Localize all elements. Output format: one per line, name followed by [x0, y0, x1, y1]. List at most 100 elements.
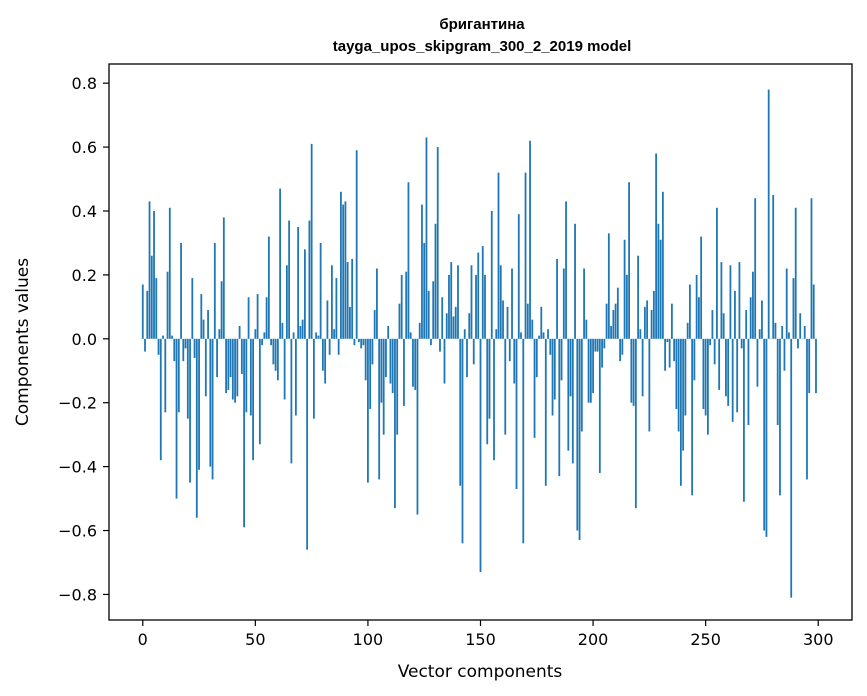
- y-tick-label: −0.2: [58, 394, 97, 413]
- bar-234: [668, 338, 671, 368]
- bar-178: [542, 332, 545, 339]
- bar-125: [423, 242, 426, 339]
- bar-151: [481, 246, 484, 339]
- bar-264: [736, 338, 739, 413]
- bar-251: [707, 338, 709, 435]
- bar-243: [688, 284, 691, 339]
- bar-278: [767, 89, 770, 339]
- bar-288: [790, 338, 793, 598]
- bar-79: [319, 242, 322, 339]
- bar-214: [623, 239, 626, 339]
- bar-73: [306, 338, 309, 550]
- bar-206: [605, 303, 608, 339]
- bar-101: [369, 338, 372, 410]
- bar-149: [477, 252, 480, 339]
- bar-20: [186, 338, 189, 419]
- bar-187: [562, 268, 565, 339]
- bar-58: [272, 338, 275, 365]
- bar-100: [367, 338, 369, 483]
- bar-14: [173, 338, 176, 362]
- bar-197: [585, 319, 588, 339]
- bar-111: [391, 338, 394, 394]
- bar-119: [409, 332, 412, 339]
- bar-118: [407, 182, 410, 339]
- bar-159: [499, 265, 502, 339]
- bar-89: [342, 204, 345, 339]
- bar-223: [643, 306, 646, 339]
- bar-200: [592, 338, 594, 394]
- bar-0: [141, 284, 144, 339]
- y-axis-label: Components values: [13, 258, 33, 426]
- y-tick-label: 0.4: [72, 202, 97, 221]
- bar-62: [281, 322, 284, 339]
- bar-106: [380, 338, 383, 403]
- bar-140: [457, 265, 459, 339]
- bar-203: [598, 338, 601, 474]
- bar-262: [731, 338, 734, 422]
- bar-57: [270, 338, 273, 346]
- bar-163: [508, 338, 511, 362]
- bar-280: [772, 195, 775, 339]
- bar-216: [628, 182, 630, 339]
- bar-186: [560, 338, 563, 381]
- bar-261: [729, 265, 732, 339]
- bar-33: [216, 338, 218, 378]
- bar-141: [459, 338, 462, 486]
- bar-184: [556, 258, 558, 339]
- bar-54: [263, 332, 266, 339]
- bar-96: [358, 338, 360, 342]
- x-tick-label: 150: [465, 630, 496, 649]
- bar-137: [450, 262, 453, 339]
- bar-50: [254, 329, 257, 339]
- bar-297: [810, 198, 813, 339]
- bar-74: [308, 220, 311, 339]
- bar-88: [340, 191, 342, 339]
- bar-16: [177, 338, 180, 413]
- x-tick-label: 300: [803, 630, 834, 649]
- x-tick-label: 200: [578, 630, 609, 649]
- bar-91: [346, 262, 349, 339]
- bar-12: [168, 207, 171, 339]
- bar-260: [727, 338, 730, 406]
- bar-276: [763, 338, 766, 531]
- bar-229: [657, 223, 660, 339]
- bar-226: [650, 310, 653, 339]
- bar-287: [788, 332, 790, 339]
- bar-31: [211, 338, 214, 480]
- bar-289: [792, 278, 795, 339]
- bar-165: [513, 338, 516, 384]
- bar-86: [335, 278, 338, 339]
- bar-195: [580, 338, 583, 432]
- bar-152: [484, 274, 486, 339]
- bar-268: [745, 310, 748, 339]
- bar-84: [331, 265, 333, 339]
- bar-76: [312, 338, 315, 419]
- bar-256: [718, 338, 721, 390]
- x-axis-ticks: 0 50 100 150 200 250 300: [138, 620, 834, 649]
- bar-283: [779, 338, 781, 496]
- bar-142: [461, 338, 464, 544]
- bar-85: [333, 329, 336, 339]
- bar-3: [148, 201, 151, 339]
- bar-126: [425, 137, 428, 339]
- bar-10: [164, 338, 167, 413]
- bar-116: [403, 338, 405, 406]
- bar-284: [781, 326, 784, 339]
- bar-138: [452, 316, 455, 339]
- bar-155: [490, 210, 493, 339]
- y-axis-ticks: −0.8 −0.6 −0.4 −0.2 0.0 0.2 0.4 0.6 0.8: [58, 74, 109, 604]
- bar-248: [700, 236, 703, 339]
- bar-15: [175, 338, 178, 499]
- bar-42: [236, 338, 239, 397]
- bar-277: [765, 338, 768, 537]
- bar-132: [439, 338, 441, 352]
- bar-43: [238, 326, 241, 339]
- bar-240: [682, 338, 685, 451]
- bar-53: [261, 338, 263, 346]
- bar-5: [153, 210, 155, 339]
- bar-135: [445, 313, 448, 339]
- bar-128: [430, 338, 432, 346]
- bar-238: [677, 338, 680, 432]
- bar-52: [258, 338, 261, 445]
- bar-225: [648, 338, 651, 432]
